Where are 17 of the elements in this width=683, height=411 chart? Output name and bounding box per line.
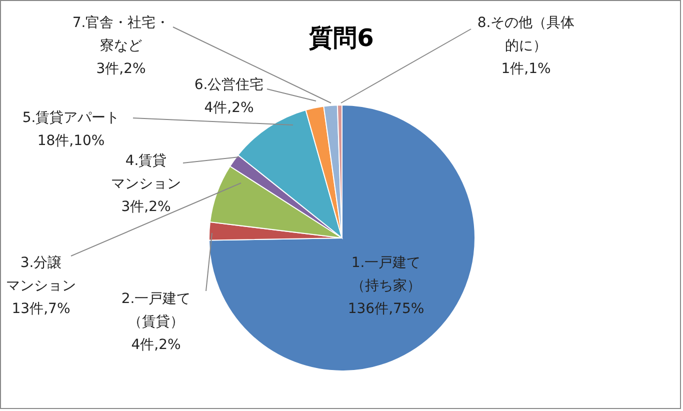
slice-label: 7.官舎・社宅・寮など [72, 15, 170, 54]
data-label: 1件,1% [501, 61, 551, 77]
data-label: 4件,2% [131, 337, 181, 353]
data-label: 3件,2% [121, 199, 171, 215]
slice-label: 5.賃貸アパート [22, 110, 120, 126]
data-label: 3件,2% [96, 61, 146, 77]
data-label: 13件,7% [12, 301, 70, 317]
slice-label: 8.その他（具体的に） [477, 15, 575, 54]
slice-label: 6.公営住宅 [194, 77, 264, 93]
chart-title: 質問6 [308, 24, 374, 52]
slice-label: 3.分譲マンション [6, 255, 76, 294]
slice-label: 2.一戸建て（賃貸） [121, 291, 191, 330]
slice-label: 4.賃貸マンション [111, 153, 181, 192]
slice-label: 1.一戸建て（持ち家） [351, 255, 421, 294]
data-label: 18件,10% [37, 133, 105, 149]
data-label: 136件,75% [348, 301, 424, 317]
data-label: 4件,2% [204, 100, 254, 116]
